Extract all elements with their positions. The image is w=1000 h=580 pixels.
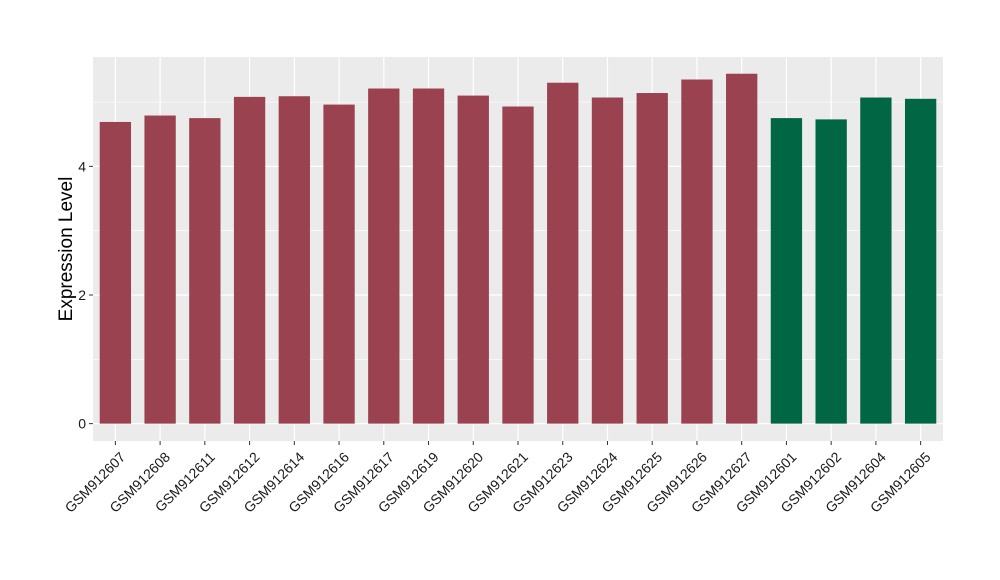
bar-GSM912621: [502, 106, 534, 424]
x-axis: GSM912607GSM912608GSM912611GSM912612GSM9…: [62, 441, 934, 516]
bar-GSM912616: [323, 104, 355, 424]
bar-GSM912617: [368, 88, 400, 424]
y-tick-label: 0: [78, 416, 86, 432]
bar-GSM912619: [412, 88, 445, 424]
y-axis: 0 2 4: [78, 158, 93, 432]
y-axis-title: Expression Level: [56, 177, 77, 322]
bar-GSM912623: [547, 82, 579, 424]
bar-GSM912620: [457, 95, 489, 424]
bars: [99, 73, 937, 424]
y-tick-label: 2: [78, 287, 86, 303]
bar-GSM912605: [904, 98, 937, 424]
bar-GSM912627: [726, 73, 758, 424]
y-tick-label: 4: [78, 158, 86, 174]
bar-GSM912607: [99, 121, 132, 424]
bar-GSM912614: [278, 96, 310, 424]
bar-GSM912625: [636, 93, 668, 424]
bar-GSM912624: [591, 97, 624, 424]
bar-GSM912602: [815, 119, 847, 424]
bar-GSM912601: [770, 118, 803, 424]
bar-GSM912612: [233, 96, 266, 424]
bar-GSM912611: [189, 118, 221, 424]
bar-GSM912608: [144, 115, 176, 424]
bar-GSM912604: [860, 97, 892, 424]
bar-GSM912626: [681, 79, 713, 424]
